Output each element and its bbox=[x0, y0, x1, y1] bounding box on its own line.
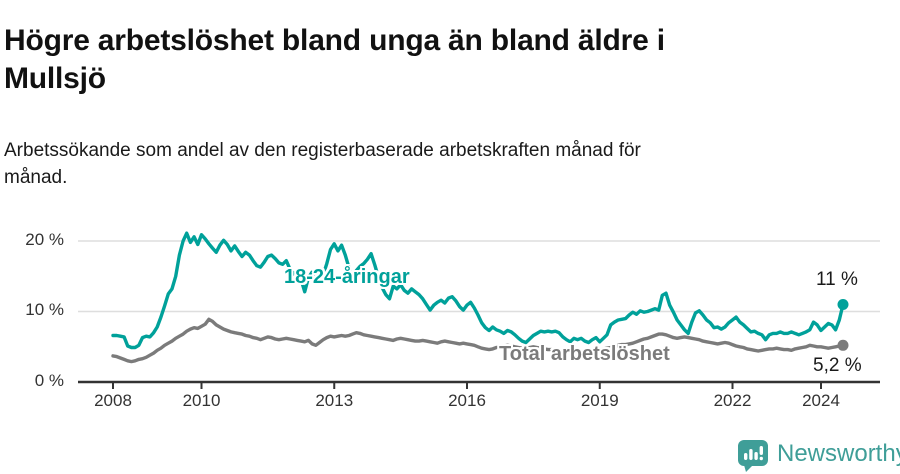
y-axis-label-10: 10 % bbox=[25, 300, 64, 319]
series-end-dot bbox=[837, 299, 849, 310]
newsworthy-logo-icon bbox=[738, 440, 768, 472]
series-line bbox=[111, 231, 845, 350]
line-chart: 20 % 10 % 0 % 2008 2010 2013 2016 2019 2022 20… bbox=[0, 205, 900, 420]
x-tick-label-2013: 2013 bbox=[315, 391, 354, 410]
x-tick-label-2022: 2022 bbox=[713, 391, 752, 410]
newsworthy-logo[interactable]: Newsworthy bbox=[736, 438, 900, 472]
series-label-total: Total arbetslöshet bbox=[499, 343, 670, 365]
x-tick-label-2010: 2010 bbox=[182, 391, 221, 410]
x-tick-label-2008: 2008 bbox=[94, 391, 132, 410]
page-title: Högre arbetslöshet bland unga än bland ä… bbox=[4, 24, 665, 96]
newsworthy-logo-text: Newsworthy bbox=[777, 440, 900, 467]
y-axis-label-0: 0 % bbox=[34, 371, 64, 390]
x-tick-label-2024: 2024 bbox=[802, 391, 840, 410]
end-value-label-youth: 11 % bbox=[816, 269, 858, 290]
x-tick-label-2019: 2019 bbox=[580, 391, 619, 410]
series-label-youth: 18-24-åringar bbox=[284, 266, 410, 288]
end-value-label-total: 5,2 % bbox=[813, 355, 862, 376]
chart-subtitle: Arbetssökande som andel av den registerb… bbox=[4, 140, 641, 188]
chart-canvas bbox=[78, 231, 880, 389]
y-axis-label-20: 20 % bbox=[25, 230, 64, 249]
x-tick-label-2016: 2016 bbox=[448, 391, 486, 410]
series-end-dot bbox=[837, 339, 849, 351]
series-line bbox=[111, 317, 845, 364]
